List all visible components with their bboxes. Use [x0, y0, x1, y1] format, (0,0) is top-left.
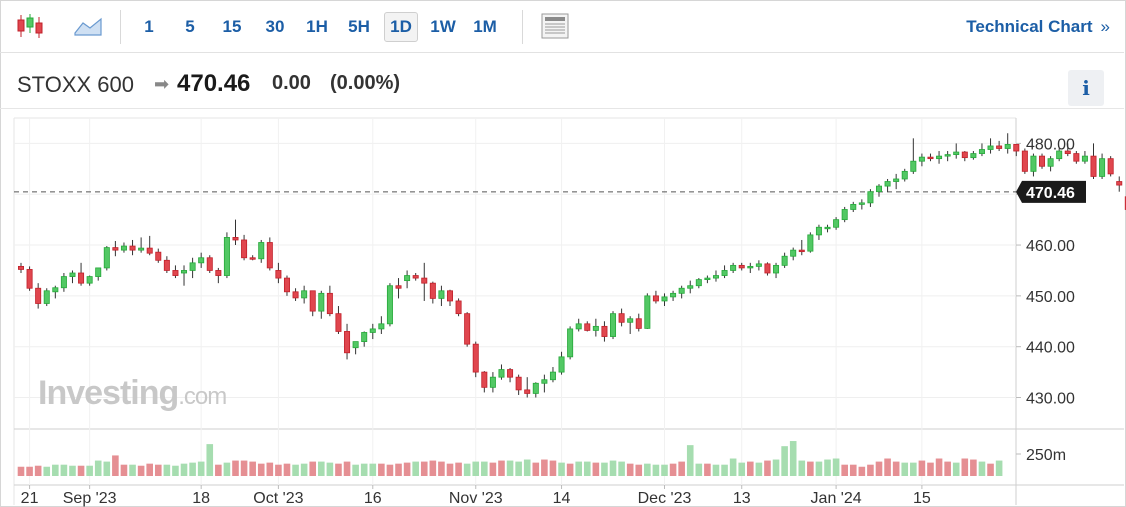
quote-header: STOXX 600 ➡ 470.46 0.00 (0.00%) [0, 60, 1124, 109]
area-chart-icon[interactable] [70, 10, 106, 42]
timeframe-30[interactable]: 30 [265, 17, 285, 36]
candlestick-icon[interactable] [12, 10, 48, 42]
double-chevron-right-icon: » [1100, 17, 1110, 36]
price-change-percent: (0.00%) [330, 72, 401, 94]
right-arrow-icon: ➡ [154, 74, 170, 94]
symbol-name: STOXX 600 [17, 72, 134, 97]
timeframe-1m[interactable]: 1M [473, 17, 497, 36]
timeframe-1w[interactable]: 1W [430, 17, 456, 36]
chart-toolbar: 1 5 15 30 1H 5H 1D 1W 1M Technical Chart… [0, 0, 1124, 53]
timeframe-1h[interactable]: 1H [306, 17, 328, 36]
toolbar-divider [120, 10, 121, 44]
price-change: 0.00 [272, 72, 311, 94]
info-icon[interactable]: i [1068, 70, 1104, 106]
technical-chart-link[interactable]: Technical Chart » [966, 17, 1110, 37]
timeframe-1d[interactable]: 1D [384, 12, 418, 42]
timeframe-5[interactable]: 5 [185, 17, 195, 36]
timeframe-1[interactable]: 1 [144, 17, 154, 36]
timeframe-5h[interactable]: 5H [348, 17, 370, 36]
last-price: 470.46 [177, 70, 251, 97]
toolbar-divider [522, 10, 523, 44]
timeframe-15[interactable]: 15 [222, 17, 242, 36]
technical-chart-label: Technical Chart [966, 17, 1093, 36]
panel-layout-icon[interactable] [537, 10, 573, 42]
